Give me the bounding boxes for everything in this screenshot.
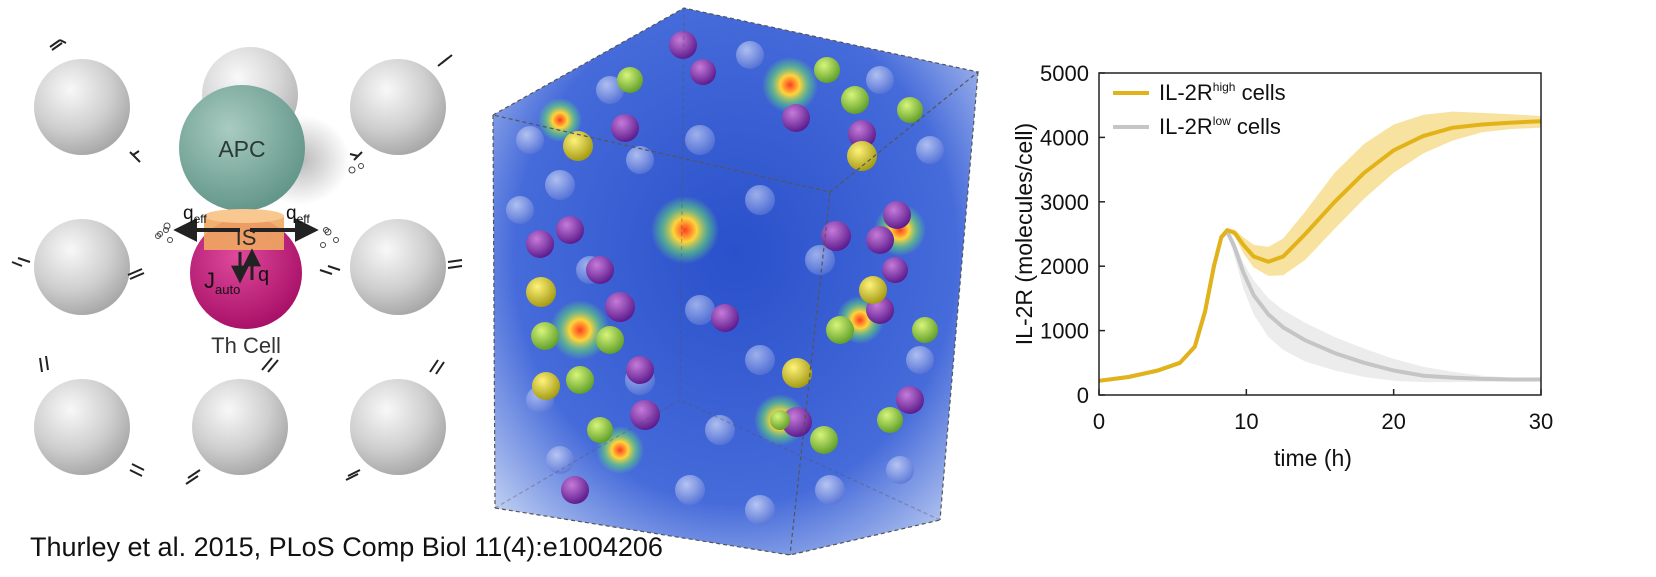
chart-lines [1098,119,1542,383]
bystander-cell [11,219,173,315]
th-cell-label: Th Cell [211,333,281,358]
y-tick-label: 1000 [1040,319,1089,344]
y-tick-label: 2000 [1040,254,1089,279]
y-tick-label: 4000 [1040,125,1089,150]
x-tick-label: 20 [1381,409,1405,434]
q-eff-right-label: qeff [286,203,310,226]
x-tick-label: 30 [1529,409,1553,434]
cytokine-dot [155,233,161,239]
bystander-cell [319,219,463,315]
immune-synapse: IS [204,209,284,250]
plot-frame [1098,72,1542,396]
y-tick-label: 3000 [1040,190,1089,215]
cube-edges [492,7,980,556]
x-axis-label: time (h) [1274,445,1352,471]
x-tick-label: 10 [1234,409,1258,434]
cytokine-dot [323,227,329,233]
y-tick-label: 5000 [1040,61,1089,86]
y-axis: 0 1000 2000 3000 4000 5000 [1040,61,1105,408]
citation: Thurley et al. 2015, PLoS Comp Biol 11(4… [30,532,663,562]
cytokine-dot [163,227,169,233]
y-tick-label: 0 [1077,383,1089,408]
legend: IL-2Rhigh cells IL-2Rlow cells [1113,80,1286,139]
bystander-cell [34,355,145,477]
bystander-cell [185,357,288,485]
q-label: q [258,264,269,286]
bystander-cells [11,39,463,485]
cube-cells [506,31,944,525]
schematic-panel: APC IS qeff qeff Jauto q Th Cell [11,39,463,485]
j-auto-label: Jauto [204,268,240,297]
bystander-cell [34,39,141,163]
series-line-high [1098,119,1542,383]
x-axis: 0 10 20 30 [1093,389,1553,434]
simulation-cube-panel [492,7,980,556]
chart-bands [1099,111,1541,383]
bystander-cell [348,54,453,174]
legend-label: IL-2Rhigh cells [1159,80,1286,105]
x-tick-label: 0 [1093,409,1105,434]
y-axis-label: IL-2R (molecules/cell) [1011,123,1037,345]
bystander-cell [345,359,446,481]
series-band-low [1099,230,1541,383]
q-eff-left-label: qeff [183,203,207,226]
apc-label: APC [218,136,265,162]
chart-panel: 0 10 20 30 0 1000 2000 3000 4000 5000 time (h) I… [1011,61,1553,471]
legend-label: IL-2Rlow cells [1159,114,1281,139]
apc-cell [179,85,305,211]
